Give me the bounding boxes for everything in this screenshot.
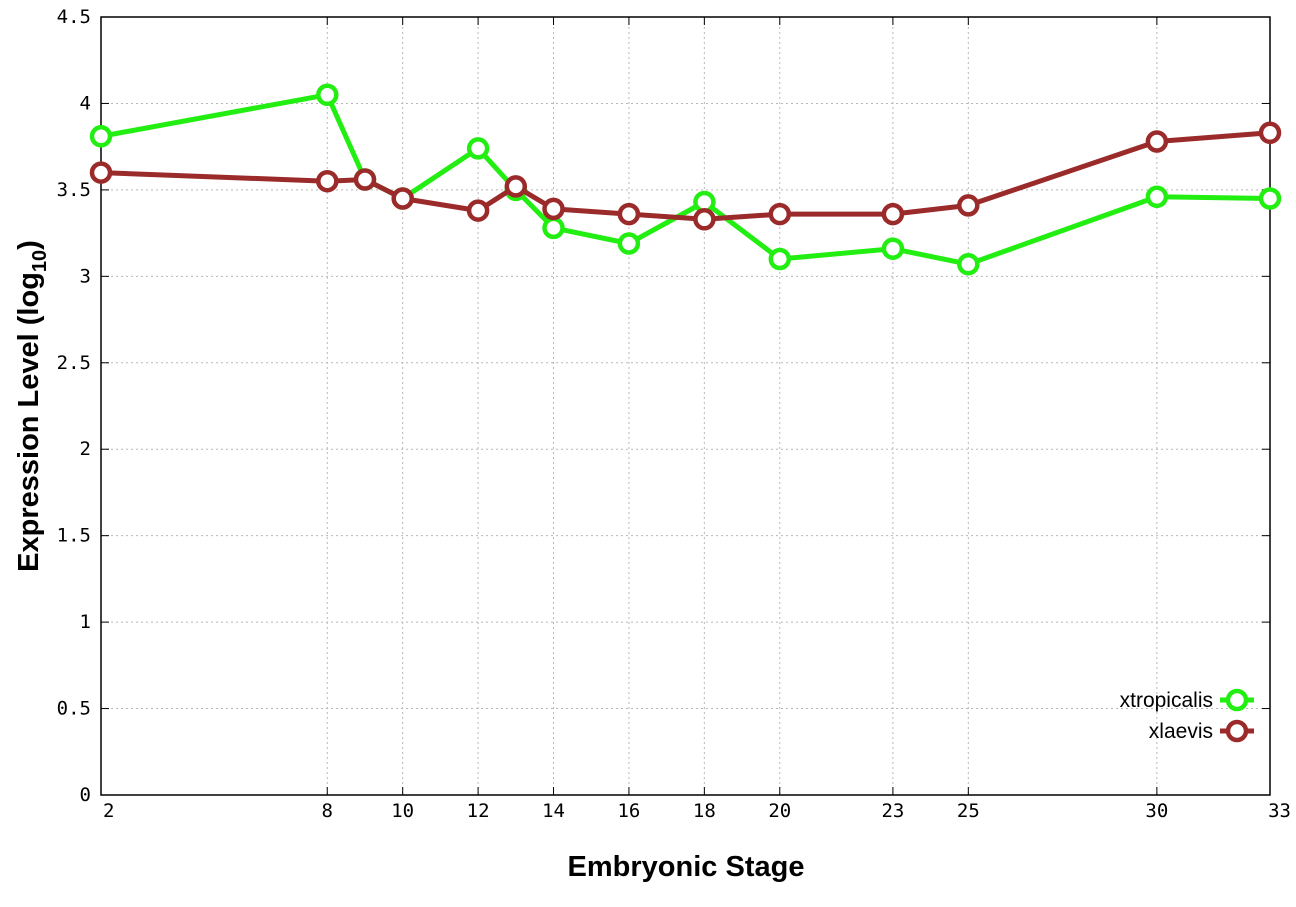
series-layer xyxy=(89,83,1282,276)
x-tick-label: 33 xyxy=(1268,800,1291,822)
data-point-xtropicalis xyxy=(466,137,490,160)
y-tick-label: 1.5 xyxy=(57,525,91,547)
data-point-xtropicalis xyxy=(957,252,980,276)
y-tick-label: 1 xyxy=(80,611,91,633)
grid-layer xyxy=(101,17,1270,795)
y-tick-label: 0.5 xyxy=(57,698,91,720)
x-tick-label: 25 xyxy=(957,800,980,822)
x-tick-label: 30 xyxy=(1145,800,1168,822)
legend-marker xyxy=(1225,719,1249,743)
data-point-xlaevis xyxy=(1145,130,1169,153)
x-tick-label: 23 xyxy=(881,800,904,822)
x-tick-label: 10 xyxy=(391,800,414,822)
x-tick-label: 16 xyxy=(617,800,640,822)
legend-label: xlaevis xyxy=(1149,720,1213,743)
data-point-xtropicalis xyxy=(1258,187,1282,210)
y-tick-label: 0 xyxy=(80,784,91,806)
y-axis-title-main: Expression Level (log xyxy=(13,272,45,572)
x-axis-title: Embryonic Stage xyxy=(568,851,805,883)
x-tick-label: 2 xyxy=(103,800,114,822)
y-axis-title-tail: ) xyxy=(13,240,45,250)
data-point-xlaevis xyxy=(881,202,905,226)
x-tick-label: 12 xyxy=(467,800,490,822)
y-tick-label: 2 xyxy=(80,438,91,460)
x-tick-label: 18 xyxy=(693,800,716,822)
data-point-xlaevis xyxy=(316,169,339,193)
data-point-xlaevis xyxy=(693,208,716,231)
series-line-xlaevis xyxy=(100,130,1271,222)
y-tick-label: 3.5 xyxy=(57,179,91,201)
data-point-xlaevis xyxy=(957,194,980,217)
data-point-xtropicalis xyxy=(316,83,339,107)
y-tick-label: 2.5 xyxy=(57,352,91,374)
data-point-xlaevis xyxy=(466,199,490,222)
data-point-xlaevis xyxy=(617,202,641,226)
series-xlaevis xyxy=(89,121,1282,231)
data-point-xlaevis xyxy=(391,187,414,210)
legend: xtropicalis xlaevis xyxy=(1120,688,1254,743)
data-point-xlaevis xyxy=(1258,121,1282,145)
data-point-xtropicalis xyxy=(542,216,565,240)
data-point-xtropicalis xyxy=(768,247,792,271)
y-tick-label: 4.5 xyxy=(57,6,91,28)
data-point-xtropicalis xyxy=(1145,185,1169,209)
data-point-xlaevis xyxy=(89,161,113,184)
data-point-xtropicalis xyxy=(881,237,905,260)
x-tick-label: 20 xyxy=(768,800,791,822)
data-point-xlaevis xyxy=(504,175,528,198)
y-tick-label: 3 xyxy=(80,265,91,287)
y-axis-title: Expression Level (log10) xyxy=(13,240,51,572)
data-point-xlaevis xyxy=(542,197,565,221)
tick-layer: 0 0.5 1 1.5 2 2.5 3 3.5 4 4.5 2 8 10 12 14 16 18 20 23 25 30… xyxy=(57,6,1291,822)
data-point-xlaevis xyxy=(768,202,792,226)
x-tick-label: 8 xyxy=(322,800,333,822)
data-point-xtropicalis xyxy=(89,125,113,148)
legend-marker xyxy=(1225,688,1249,712)
y-axis-title-subscript: 10 xyxy=(29,250,51,272)
data-point-xlaevis xyxy=(353,168,377,191)
data-point-xtropicalis xyxy=(617,232,641,255)
y-tick-label: 4 xyxy=(80,92,91,114)
x-tick-label: 14 xyxy=(542,800,565,822)
plot-frame xyxy=(100,16,1271,796)
legend-label: xtropicalis xyxy=(1120,689,1213,712)
